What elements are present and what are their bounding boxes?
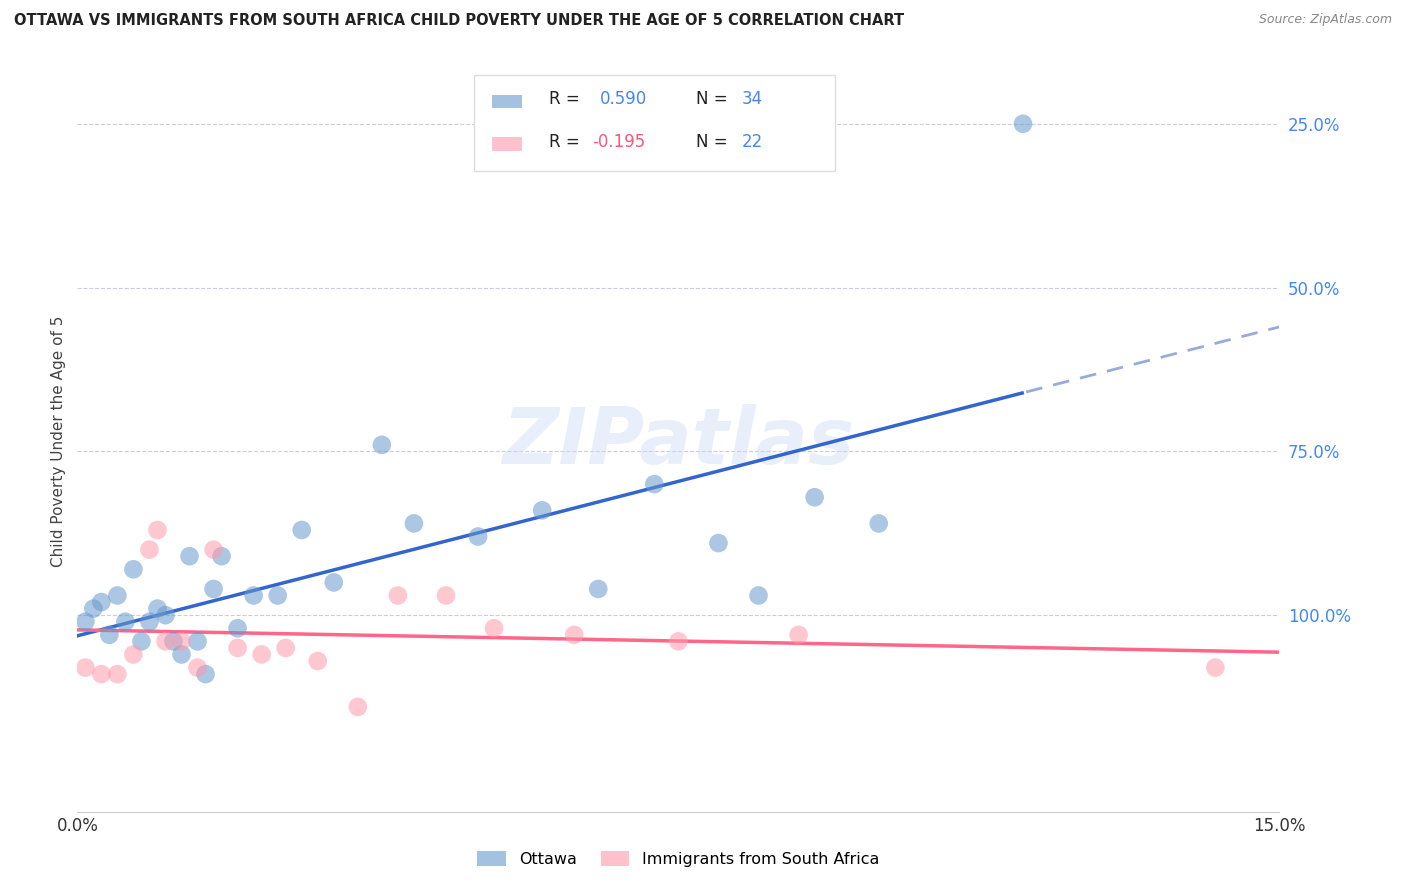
Text: 22: 22 bbox=[742, 133, 763, 151]
Point bbox=[90, 595, 112, 609]
Point bbox=[98, 628, 121, 642]
Point bbox=[588, 582, 610, 596]
Point bbox=[75, 660, 97, 674]
Point bbox=[668, 634, 690, 648]
Point bbox=[194, 667, 217, 681]
Point bbox=[131, 634, 153, 648]
Point bbox=[531, 503, 554, 517]
Point bbox=[114, 615, 136, 629]
Point bbox=[1204, 660, 1226, 674]
Point bbox=[467, 530, 489, 544]
Point bbox=[242, 589, 264, 603]
Legend: Ottawa, Immigrants from South Africa: Ottawa, Immigrants from South Africa bbox=[477, 851, 880, 867]
Text: 34: 34 bbox=[742, 90, 763, 109]
Point bbox=[138, 542, 160, 557]
Point bbox=[211, 549, 233, 564]
Point bbox=[122, 648, 145, 662]
Point bbox=[748, 589, 770, 603]
Point bbox=[402, 516, 425, 531]
Point bbox=[787, 628, 810, 642]
Point bbox=[274, 640, 297, 655]
Point bbox=[170, 634, 193, 648]
Point bbox=[434, 589, 457, 603]
Point bbox=[868, 516, 890, 531]
Point bbox=[226, 621, 249, 635]
FancyBboxPatch shape bbox=[492, 137, 523, 151]
Text: R =: R = bbox=[548, 90, 585, 109]
Point bbox=[707, 536, 730, 550]
Point bbox=[322, 575, 344, 590]
Point bbox=[250, 648, 273, 662]
Text: ZIPatlas: ZIPatlas bbox=[502, 403, 855, 480]
FancyBboxPatch shape bbox=[492, 95, 523, 109]
Point bbox=[170, 648, 193, 662]
Point bbox=[562, 628, 585, 642]
Point bbox=[146, 601, 169, 615]
FancyBboxPatch shape bbox=[474, 75, 835, 171]
Y-axis label: Child Poverty Under the Age of 5: Child Poverty Under the Age of 5 bbox=[51, 316, 66, 567]
Text: 0.590: 0.590 bbox=[600, 90, 648, 109]
Point bbox=[107, 667, 129, 681]
Point bbox=[482, 621, 505, 635]
Point bbox=[155, 608, 177, 623]
Text: OTTAWA VS IMMIGRANTS FROM SOUTH AFRICA CHILD POVERTY UNDER THE AGE OF 5 CORRELAT: OTTAWA VS IMMIGRANTS FROM SOUTH AFRICA C… bbox=[14, 13, 904, 29]
Point bbox=[82, 601, 104, 615]
Point bbox=[291, 523, 314, 537]
Point bbox=[371, 438, 394, 452]
Point bbox=[179, 549, 201, 564]
Point bbox=[307, 654, 329, 668]
Point bbox=[1012, 117, 1035, 131]
Text: N =: N = bbox=[696, 133, 734, 151]
Point bbox=[146, 523, 169, 537]
Point bbox=[90, 667, 112, 681]
Point bbox=[155, 634, 177, 648]
Point bbox=[803, 490, 825, 504]
Point bbox=[162, 634, 184, 648]
Point bbox=[267, 589, 290, 603]
Point bbox=[186, 634, 209, 648]
Point bbox=[138, 615, 160, 629]
Text: N =: N = bbox=[696, 90, 734, 109]
Text: R =: R = bbox=[548, 133, 585, 151]
Point bbox=[186, 660, 209, 674]
Point bbox=[226, 640, 249, 655]
Point bbox=[202, 542, 225, 557]
Point bbox=[122, 562, 145, 576]
Text: -0.195: -0.195 bbox=[592, 133, 645, 151]
Text: Source: ZipAtlas.com: Source: ZipAtlas.com bbox=[1258, 13, 1392, 27]
Point bbox=[643, 477, 665, 491]
Point bbox=[75, 615, 97, 629]
Point bbox=[387, 589, 409, 603]
Point bbox=[202, 582, 225, 596]
Point bbox=[107, 589, 129, 603]
Point bbox=[347, 699, 370, 714]
